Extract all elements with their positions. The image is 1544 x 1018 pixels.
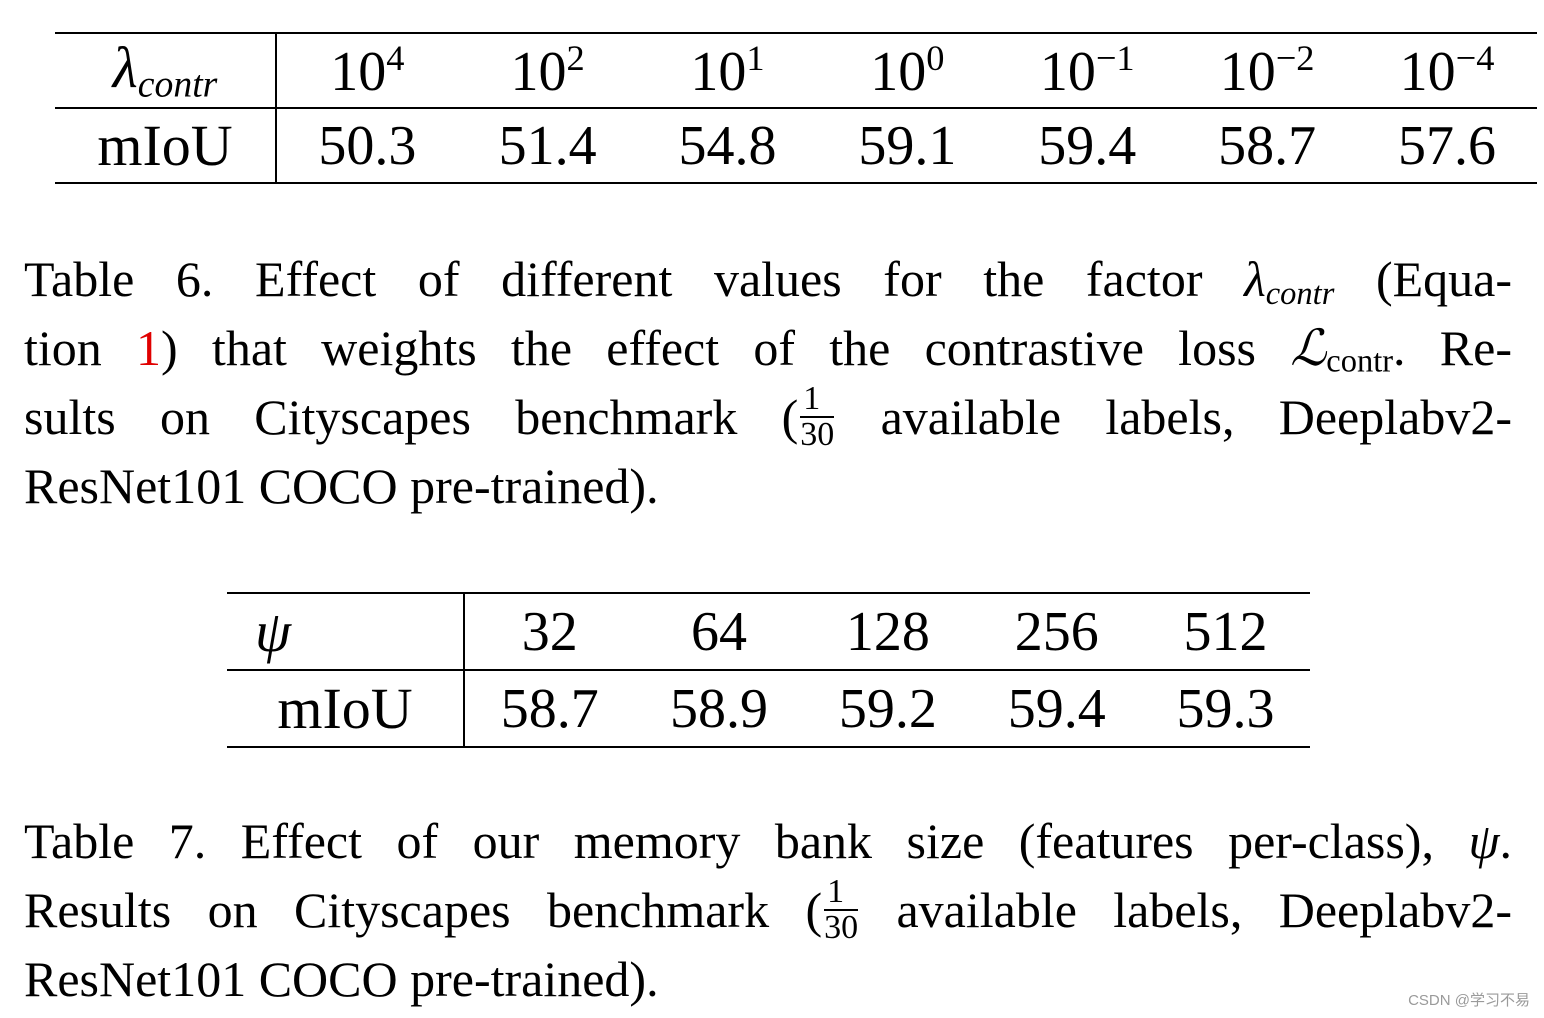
caption-line: Table 6. Effect of different values for … xyxy=(24,245,1512,314)
lambda-subscript: contr xyxy=(1265,276,1335,313)
caption-line: Table 7. Effect of our memory bank size … xyxy=(24,807,1512,876)
table-6-col-3: 100 xyxy=(817,33,997,108)
caption-text: available labels, Deeplabv2- xyxy=(836,389,1512,445)
caption-line: sults on Cityscapes benchmark (1 30 avail… xyxy=(24,381,1512,453)
col-exponent: −2 xyxy=(1275,37,1315,78)
table-6-col-1: 102 xyxy=(458,33,638,108)
table-6-cell: 51.4 xyxy=(457,107,638,183)
table-6-col-2: 101 xyxy=(638,33,818,108)
caption-text: Table 7. Effect of our memory bank size … xyxy=(24,813,1469,869)
table-6-header-label: λcontr xyxy=(55,33,277,108)
caption-line: ResNet101 COCO pre-trained). xyxy=(24,458,659,514)
fraction: 1 30 xyxy=(800,381,835,453)
col-exponent: 1 xyxy=(746,37,765,78)
caption-text: (Equa- xyxy=(1334,251,1512,307)
table-7-cell: 59.3 xyxy=(1141,669,1310,747)
col-exponent: 4 xyxy=(386,37,405,78)
caption-text: sults on Cityscapes benchmark ( xyxy=(24,389,799,445)
table-6-cell: 58.7 xyxy=(1177,107,1358,183)
caption-text: . xyxy=(1499,813,1513,869)
col-exponent: −4 xyxy=(1455,37,1495,78)
table-6-row-label: mIoU xyxy=(55,107,277,183)
col-exponent: 0 xyxy=(926,37,945,78)
caption-text: tion xyxy=(24,320,137,376)
col-base: 10 xyxy=(1219,41,1276,103)
table-7-cell: 58.7 xyxy=(464,669,635,747)
caption-line: Results on Cityscapes benchmark (1 30 ava… xyxy=(24,874,1512,946)
caption-text: Results on Cityscapes benchmark ( xyxy=(24,882,823,938)
watermark: CSDN @学习不易 xyxy=(1408,992,1530,1009)
fraction-numerator: 1 xyxy=(824,874,859,911)
table-7-row-label: mIoU xyxy=(227,669,465,747)
col-base: 10 xyxy=(330,41,387,103)
loss-subscript: contr xyxy=(1326,343,1394,380)
table-6-col-5: 10−2 xyxy=(1177,33,1357,108)
table-7-header-label: ψ xyxy=(227,593,465,670)
table-7-col: 256 xyxy=(1014,600,1099,663)
equation-reference-link[interactable]: 1 xyxy=(136,320,162,376)
loss-symbol: ℒ xyxy=(1290,319,1327,377)
col-base: 10 xyxy=(510,41,567,103)
table-6-col-4: 10−1 xyxy=(997,33,1177,108)
col-base: 10 xyxy=(1039,41,1096,103)
table-6-cell: 57.6 xyxy=(1357,107,1537,183)
col-base: 10 xyxy=(1399,41,1456,103)
caption-line: tion 1) that weights the effect of the c… xyxy=(24,314,1512,383)
table-7-caption: Table 7. Effect of our memory bank size … xyxy=(24,807,1512,1014)
psi-symbol: ψ xyxy=(1468,813,1500,869)
caption-text: available labels, Deeplabv2- xyxy=(860,882,1512,938)
table-7-col: 64 xyxy=(691,600,747,663)
table-7-cell: 58.9 xyxy=(634,669,804,747)
lambda-symbol: λ xyxy=(112,35,138,101)
table-6-col-0: 104 xyxy=(276,33,458,108)
table-7-header-row: ψ 32 64 128 256 512 xyxy=(227,593,1310,670)
table-7-miou-row: mIoU 58.7 58.9 59.2 59.4 59.3 xyxy=(227,669,1310,747)
table-6-cell: 59.4 xyxy=(997,107,1178,183)
table-6-cell: 54.8 xyxy=(637,107,818,183)
lambda-symbol: λ xyxy=(1244,251,1266,307)
lambda-subscript: contr xyxy=(137,63,218,106)
table-6-caption: Table 6. Effect of different values for … xyxy=(24,245,1512,521)
fraction-numerator: 1 xyxy=(800,381,835,418)
table-7-cell: 59.2 xyxy=(803,669,973,747)
caption-text: ) that weights the effect of the contras… xyxy=(161,320,1291,376)
table-7-memory-bank: ψ 32 64 128 256 512 mIoU 58.7 58.9 59.2 … xyxy=(227,592,1310,748)
table-6-header-row: λcontr 104 102 101 100 10−1 10−2 10−4 xyxy=(55,33,1537,108)
table-7-col: 128 xyxy=(845,600,930,663)
table-7-col: 32 xyxy=(521,600,578,663)
caption-text: Table 6. Effect of different values for … xyxy=(24,251,1245,307)
caption-text: . Re- xyxy=(1393,320,1512,376)
fraction-denominator: 30 xyxy=(824,908,859,946)
caption-line: ResNet101 COCO pre-trained). xyxy=(24,951,659,1007)
col-base: 10 xyxy=(690,41,747,103)
table-7-col: 512 xyxy=(1183,600,1268,663)
col-base: 10 xyxy=(870,41,927,103)
table-6-cell: 50.3 xyxy=(276,107,458,183)
table-6-lambda-contr: λcontr 104 102 101 100 10−1 10−2 10−4 mI… xyxy=(55,32,1537,184)
table-7-cell: 59.4 xyxy=(972,669,1142,747)
table-6-col-6: 10−4 xyxy=(1357,33,1537,108)
col-exponent: −1 xyxy=(1095,37,1135,78)
table-6-cell: 59.1 xyxy=(817,107,998,183)
fraction-denominator: 30 xyxy=(800,415,835,453)
col-exponent: 2 xyxy=(566,37,585,78)
fraction: 1 30 xyxy=(824,874,859,946)
table-6-miou-row: mIoU 50.3 51.4 54.8 59.1 59.4 58.7 57.6 xyxy=(55,107,1537,183)
